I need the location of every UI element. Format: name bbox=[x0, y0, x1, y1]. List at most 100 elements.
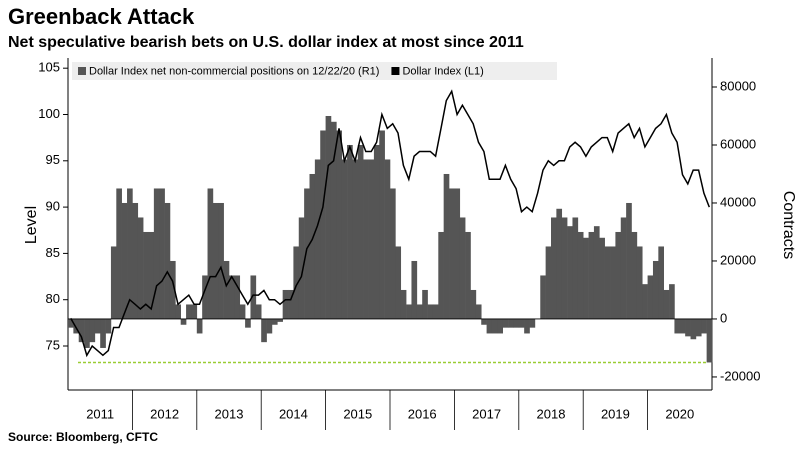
bar bbox=[105, 318, 112, 334]
line bbox=[70, 89, 710, 358]
bar bbox=[695, 318, 702, 337]
bar bbox=[116, 188, 122, 319]
bar bbox=[121, 202, 128, 319]
bar bbox=[191, 304, 198, 319]
bar bbox=[148, 231, 155, 319]
bar bbox=[556, 208, 563, 319]
bar bbox=[363, 159, 369, 319]
bar bbox=[658, 246, 664, 319]
bar bbox=[229, 275, 235, 319]
bar bbox=[459, 217, 466, 319]
bar bbox=[245, 318, 251, 328]
bar bbox=[663, 289, 670, 319]
bar bbox=[706, 318, 713, 363]
bar bbox=[239, 304, 246, 319]
bar bbox=[577, 231, 584, 319]
bar bbox=[330, 121, 337, 319]
bar bbox=[475, 304, 482, 319]
y-tick-label: 90 bbox=[46, 199, 60, 214]
bar bbox=[352, 159, 359, 319]
x-tick-label: 2015 bbox=[343, 406, 372, 421]
bar bbox=[551, 217, 557, 319]
y-tick-label: 85 bbox=[46, 245, 60, 260]
bar bbox=[432, 304, 439, 319]
bar bbox=[325, 115, 332, 319]
bar bbox=[159, 188, 165, 319]
bar bbox=[422, 289, 428, 319]
bar bbox=[567, 226, 573, 319]
y2-tick-label: 20000 bbox=[720, 252, 756, 267]
bar bbox=[529, 318, 536, 328]
bar bbox=[481, 318, 487, 325]
bar bbox=[379, 130, 385, 319]
bar bbox=[186, 304, 192, 319]
source: Source: Bloomberg, CFTC bbox=[8, 430, 158, 444]
bar bbox=[314, 159, 321, 319]
y-tick-label: 105 bbox=[38, 60, 60, 75]
y-tick-label: 100 bbox=[38, 106, 60, 121]
y-tick-label: 95 bbox=[46, 152, 60, 167]
bar bbox=[357, 144, 364, 319]
bar bbox=[674, 318, 681, 334]
bar bbox=[449, 188, 455, 319]
bar bbox=[685, 318, 691, 337]
bar bbox=[282, 289, 289, 319]
bar bbox=[207, 188, 214, 319]
bar bbox=[304, 188, 310, 319]
bar bbox=[642, 284, 648, 319]
bar bbox=[255, 304, 262, 319]
y2-axis-label: Contracts bbox=[780, 191, 797, 259]
bar bbox=[110, 246, 117, 319]
x-tick-label: 2014 bbox=[279, 406, 308, 421]
bar bbox=[443, 173, 450, 319]
legend-label: Dollar Index net non-commercial position… bbox=[89, 65, 379, 77]
bar bbox=[491, 318, 498, 334]
y2-tick-label: 0 bbox=[720, 310, 727, 325]
bar bbox=[212, 202, 219, 319]
bar bbox=[202, 275, 208, 319]
bar bbox=[196, 318, 203, 334]
legend-swatch bbox=[391, 67, 400, 75]
bar bbox=[615, 231, 622, 319]
bar bbox=[320, 130, 326, 319]
x-tick-label: 2012 bbox=[150, 406, 179, 421]
bar bbox=[373, 144, 380, 319]
bar bbox=[416, 304, 423, 319]
y2-tick-label: -20000 bbox=[720, 368, 760, 383]
bar bbox=[588, 231, 595, 319]
bar bbox=[84, 318, 90, 348]
bar bbox=[234, 275, 241, 319]
y2-tick-label: 40000 bbox=[720, 194, 756, 209]
legend-label: Dollar Index (L1) bbox=[402, 65, 483, 77]
bar bbox=[610, 246, 616, 319]
bar bbox=[679, 318, 686, 334]
x-tick-label: 2017 bbox=[472, 406, 501, 421]
y2-tick-label: 80000 bbox=[720, 78, 756, 93]
bar bbox=[277, 318, 283, 322]
bar bbox=[593, 226, 600, 319]
bar bbox=[545, 246, 552, 319]
bar bbox=[132, 202, 139, 319]
bar bbox=[218, 202, 224, 319]
bar bbox=[454, 188, 461, 319]
bar bbox=[604, 246, 611, 319]
bar bbox=[524, 318, 530, 334]
bar bbox=[180, 318, 187, 325]
x-tick-label: 2020 bbox=[665, 406, 694, 421]
bar bbox=[626, 202, 632, 319]
bar bbox=[347, 144, 353, 319]
bar bbox=[164, 202, 171, 319]
y-tick-label: 80 bbox=[46, 291, 60, 306]
bar bbox=[341, 159, 348, 319]
bar bbox=[406, 304, 412, 319]
chart-title: Greenback Attack bbox=[8, 4, 195, 29]
bar bbox=[293, 246, 300, 319]
bar bbox=[153, 188, 160, 319]
bar bbox=[583, 237, 589, 319]
bar bbox=[669, 284, 675, 319]
bar bbox=[561, 217, 568, 319]
y-axis-label: Level bbox=[23, 206, 40, 244]
bar bbox=[169, 260, 176, 319]
bar bbox=[94, 318, 101, 334]
